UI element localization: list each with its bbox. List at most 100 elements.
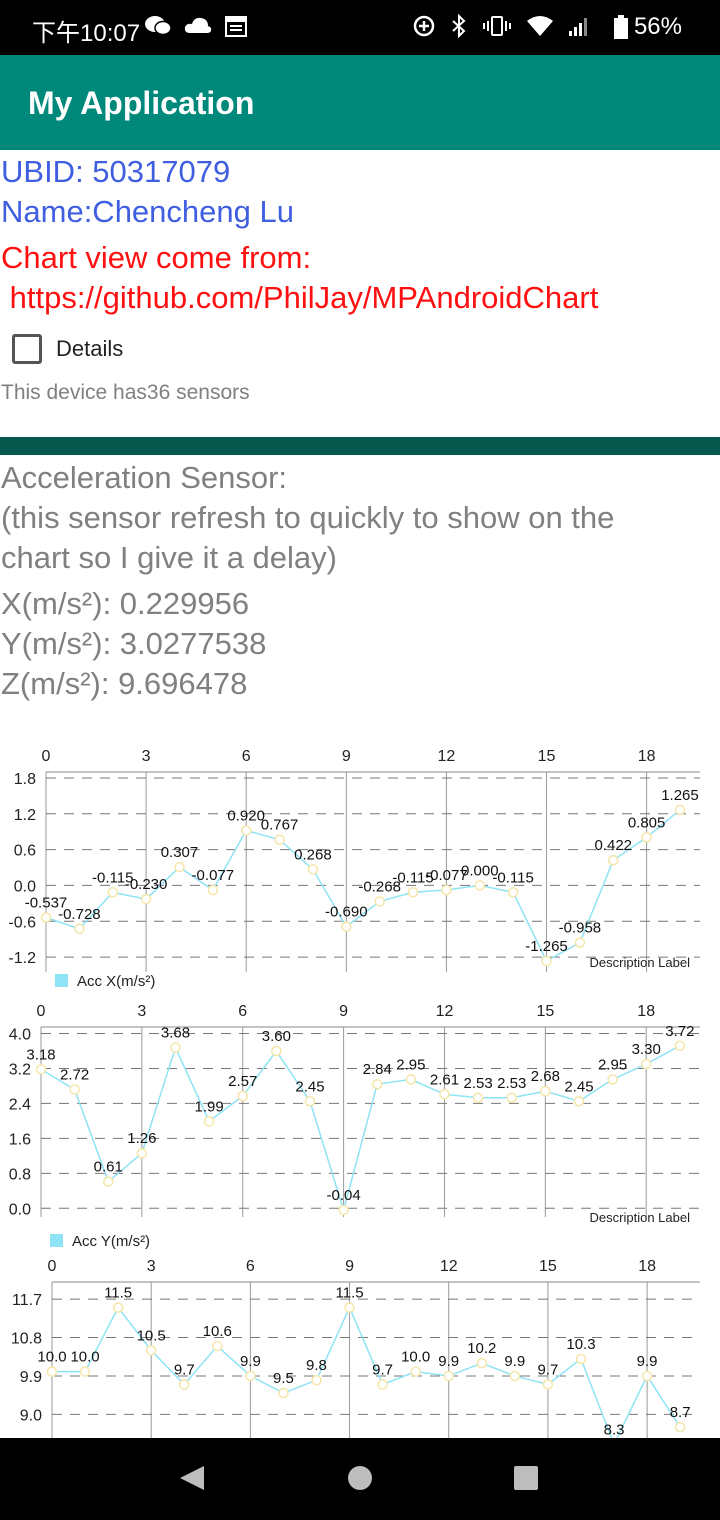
name-text: Name:Chencheng Lu — [1, 194, 294, 230]
data-point — [70, 1085, 79, 1094]
x-tick-label: 6 — [242, 748, 251, 765]
data-label: -0.115 — [492, 869, 533, 886]
y-tick-label: 4.0 — [9, 1027, 31, 1044]
legend-label: Acc Y(m/s²) — [72, 1233, 150, 1250]
x-tick-label: 18 — [638, 1258, 656, 1275]
data-label: 9.9 — [240, 1353, 261, 1370]
data-label: 9.9 — [637, 1353, 658, 1370]
y-tick-label: 10.8 — [11, 1331, 42, 1348]
data-point — [345, 1303, 354, 1312]
data-point — [378, 1380, 387, 1389]
x-tick-label: 12 — [438, 748, 456, 765]
data-point — [642, 1060, 651, 1069]
battery-percent: 56% — [634, 13, 682, 41]
data-label: 0.767 — [261, 817, 299, 834]
data-label: 2.45 — [564, 1078, 593, 1095]
back-icon[interactable] — [178, 1464, 206, 1492]
cloud-icon — [184, 15, 212, 37]
x-tick-label: 18 — [638, 748, 656, 765]
x-tick-label: 0 — [37, 1003, 46, 1020]
data-point — [48, 1367, 57, 1376]
data-label: -0.230 — [125, 876, 168, 893]
data-point — [576, 1354, 585, 1363]
signal-icon — [568, 15, 590, 37]
data-point — [575, 938, 584, 947]
x-tick-label: 15 — [536, 1003, 554, 1020]
data-point — [312, 1376, 321, 1385]
description-label: Description Label — [590, 955, 691, 970]
data-label: 2.53 — [463, 1075, 492, 1092]
data-label: 8.3 — [604, 1421, 625, 1438]
data-label: 9.9 — [504, 1353, 525, 1370]
y-tick-label: 3.2 — [9, 1061, 31, 1078]
y-tick-label: -1.2 — [8, 950, 36, 967]
recent-apps-icon[interactable] — [514, 1466, 538, 1490]
data-point — [242, 826, 251, 835]
data-label: 0.920 — [227, 808, 265, 825]
section-divider — [0, 437, 720, 455]
home-icon[interactable] — [348, 1466, 372, 1490]
data-label: 10.3 — [566, 1336, 595, 1353]
data-point — [171, 1043, 180, 1052]
details-checkbox[interactable] — [12, 334, 42, 364]
data-point — [475, 881, 484, 890]
y-tick-label: 0.6 — [14, 843, 36, 860]
data-point — [279, 1389, 288, 1398]
data-point — [175, 863, 184, 872]
data-label: 0.307 — [161, 844, 199, 861]
data-label: 10.2 — [467, 1340, 496, 1357]
data-point — [137, 1149, 146, 1158]
y-tick-label: 1.8 — [14, 771, 36, 788]
x-tick-label: 9 — [342, 748, 351, 765]
data-point — [510, 1371, 519, 1380]
data-point — [180, 1380, 189, 1389]
data-point — [147, 1346, 156, 1355]
acc-y-chart[interactable]: 0 3 6 9 12 15 18 4.0 3.2 2.4 1.6 0.8 0.0 3.18 2.72 0.61… — [0, 995, 720, 1250]
data-point — [305, 1097, 314, 1106]
data-point — [75, 924, 84, 933]
data-label: 10.5 — [137, 1327, 166, 1344]
sensor-note-line1: (this sensor refresh to quickly to show … — [1, 500, 614, 536]
data-point — [339, 1206, 348, 1215]
data-label: 9.7 — [537, 1361, 558, 1378]
data-point — [246, 1371, 255, 1380]
data-label: 9.8 — [306, 1357, 327, 1374]
x-tick-label: 18 — [637, 1003, 655, 1020]
y-tick-label: 9.9 — [20, 1369, 42, 1386]
battery-icon — [614, 15, 628, 39]
data-label: 11.5 — [104, 1285, 132, 1302]
data-point — [642, 833, 651, 842]
data-label: 0.422 — [594, 837, 632, 854]
data-point — [42, 913, 51, 922]
x-tick-label: 15 — [538, 748, 556, 765]
data-point — [608, 1075, 617, 1084]
wechat-icon — [144, 14, 172, 38]
data-label: 2.95 — [396, 1056, 425, 1073]
data-label: 10.0 — [401, 1349, 430, 1366]
chart-source-link[interactable]: https://github.com/PhilJay/MPAndroidChar… — [1, 280, 598, 316]
sensor-count-text: This device has36 sensors — [1, 381, 250, 405]
data-label: 0.805 — [628, 814, 666, 831]
sensor-x-value: X(m/s²): 0.229956 — [1, 586, 249, 622]
data-label: 9.9 — [438, 1353, 459, 1370]
data-label: 9.5 — [273, 1370, 294, 1387]
data-label: -1.265 — [525, 938, 568, 955]
data-label: 11.5 — [336, 1285, 364, 1302]
data-point — [474, 1093, 483, 1102]
data-label: -0.077 — [192, 867, 235, 884]
sensor-y-value: Y(m/s²): 3.0277538 — [1, 626, 266, 662]
data-label: 2.57 — [228, 1073, 257, 1090]
status-left-icons — [144, 14, 248, 38]
data-point — [375, 897, 384, 906]
details-checkbox-row[interactable]: Details — [12, 334, 123, 364]
y-tick-label: 11.7 — [12, 1292, 42, 1309]
data-label: 3.60 — [262, 1028, 291, 1045]
data-label: 9.7 — [372, 1361, 393, 1378]
x-tick-label: 0 — [48, 1258, 57, 1275]
data-point — [373, 1080, 382, 1089]
acc-x-chart[interactable]: 0 3 6 9 12 15 18 1.8 1.2 0.6 0.0 -0.6 -1.2 -0.537-0.7… — [0, 740, 720, 1000]
x-tick-label: 6 — [246, 1258, 255, 1275]
data-label: -0.04 — [327, 1187, 361, 1204]
app-bar: My Application — [0, 55, 720, 150]
